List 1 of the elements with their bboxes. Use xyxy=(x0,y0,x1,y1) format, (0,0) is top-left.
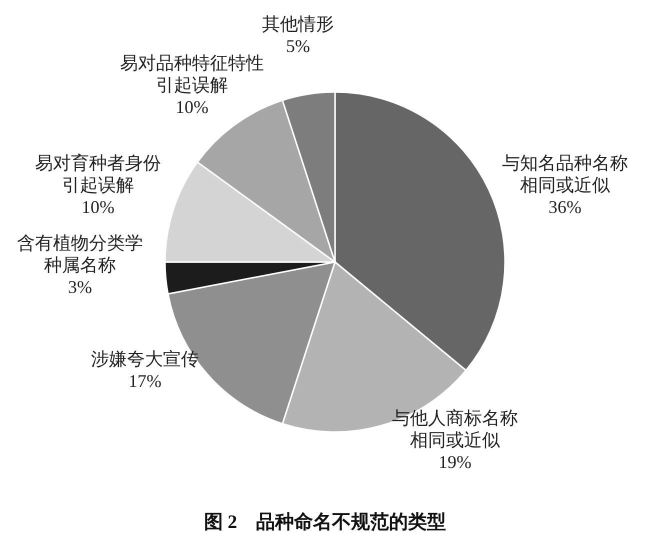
text: 图 2 品种命名不规范的类型 xyxy=(204,511,446,533)
